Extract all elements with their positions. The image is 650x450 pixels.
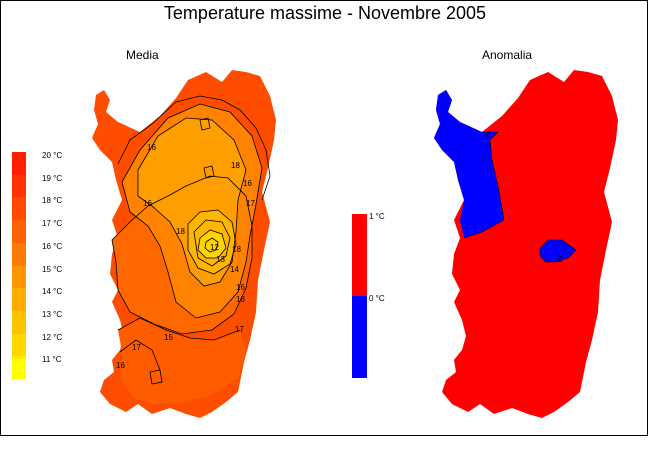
anomaly-contours [463,131,505,239]
legend-swatch [352,214,367,296]
legend-label: 1 °C [369,212,385,221]
legend-swatch [12,242,26,266]
legend-swatch [12,220,26,244]
legend-label: 13 °C [42,309,63,319]
legend-swatch [12,310,26,335]
zone-12 [198,230,226,258]
anomaly-label: 0 [558,255,563,264]
anomaly-label: 0 [486,131,491,140]
legend-label: 20 °C [42,151,63,160]
contour-lines [111,95,271,385]
contour-label: 16 [243,179,252,188]
contour-label: 12 [210,243,219,252]
panel-title-media: Media [126,48,159,62]
legend-swatch [12,333,26,357]
contour-label: 16 [116,361,125,370]
contour-label: 18 [236,295,245,304]
legend-swatch [12,174,26,198]
legend-label: 14 °C [42,287,63,297]
figure-title: Temperature massime - Novembre 2005 [163,3,487,23]
contour-label: 16 [147,143,156,152]
legend-swatch [352,296,367,378]
legend-label: 0 °C [369,294,385,303]
contour-label: 17 [235,325,244,334]
contour-label: 16 [143,199,152,208]
legend-swatch [12,358,26,379]
panel-title-anomalia: Anomalia [482,48,533,62]
contour-label: 18 [176,227,185,236]
legend-swatch [12,197,26,221]
zone-17-south [118,318,246,404]
contour-label: 14 [230,265,239,274]
contour-label: 16 [236,283,245,292]
legend-label: 11 °C [42,355,62,365]
legend-swatch [12,288,26,312]
contour-label: 18 [231,161,240,170]
map-anomalia: 0 0 [434,70,618,418]
map-media: 16 18 16 16 18 17 18 14 13 12 16 17 15 1… [92,70,276,418]
contour-label: 18 [232,245,241,254]
negative-anomaly-center [539,239,577,263]
legend-label: 17 °C [42,219,63,229]
legend-swatch [12,265,26,289]
legend-swatch [12,152,26,176]
legend-label: 18 °C [42,196,63,206]
temperature-legend: 20 °C 19 °C 18 °C 17 °C 16 °C 15 °C 14 °C 13 °C… [12,151,62,380]
legend-label: 15 °C [42,264,63,274]
contour-label: 17 [132,343,141,352]
contour-label: 15 [164,333,173,342]
contour-label: 17 [246,199,255,208]
anomaly-legend: 1 °C 0 °C [352,212,385,378]
island-base-anomalia [434,70,618,418]
legend-label: 16 °C [42,241,63,251]
legend-label: 12 °C [42,332,63,342]
legend-label: 19 °C [42,173,63,183]
contour-label: 13 [216,255,225,264]
negative-anomaly-northwest [434,90,504,238]
